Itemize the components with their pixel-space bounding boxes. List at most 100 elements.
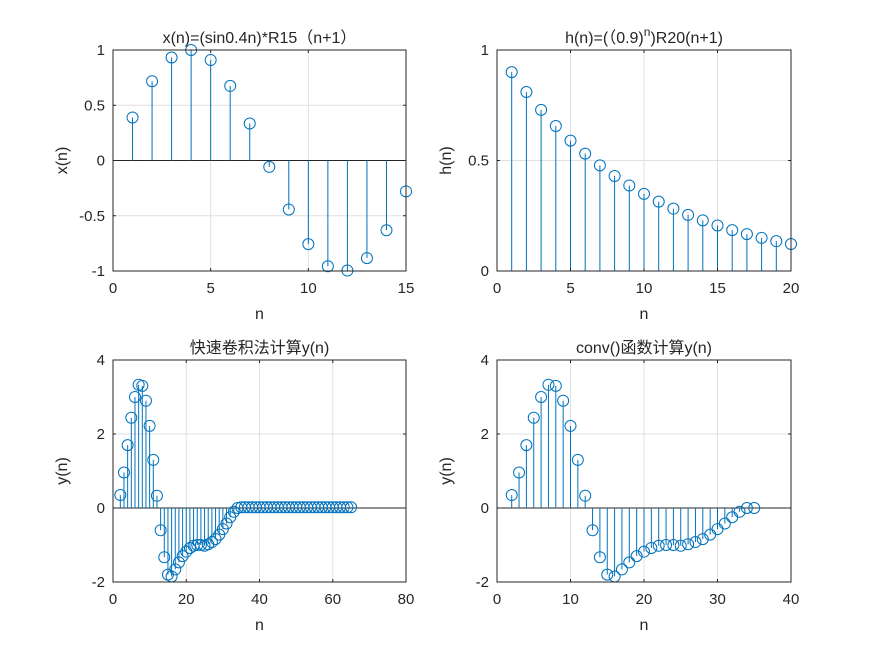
title-text: )R20(n+1)	[650, 30, 722, 47]
stem-marker	[321, 260, 334, 273]
x-tick-label: 80	[398, 591, 415, 608]
x-tick-label: 5	[206, 280, 214, 297]
stem-marker	[150, 489, 163, 502]
y-axis-label: h(n)	[438, 146, 455, 174]
stem-marker	[146, 75, 159, 88]
stem-marker	[667, 202, 680, 215]
title-text: 快速卷积法计算y(n)	[190, 338, 330, 357]
stem-marker	[205, 536, 218, 549]
y-tick-label: -2	[92, 574, 105, 591]
y-tick-label: 1	[97, 42, 105, 59]
subplot-tl: 0 5 10 15 -1 -0.5 0 0.5 1 n x(n) x(n)=(sin0.4n)*R15…	[54, 29, 414, 323]
stem-marker	[557, 394, 570, 407]
stem-marker	[158, 551, 171, 564]
title-text: conv()函数计算y(n)	[576, 338, 712, 357]
stem-marker	[674, 539, 687, 552]
x-axis-label: n	[255, 617, 264, 634]
y-tick-label: 0	[97, 500, 105, 517]
stem-marker	[520, 439, 533, 452]
stem-marker	[733, 505, 746, 518]
title-superscript: n	[644, 25, 651, 39]
y-tick-label: 0.5	[468, 153, 489, 170]
x-axis-label: n	[255, 306, 264, 323]
stem-marker	[345, 501, 358, 514]
stem-marker	[165, 51, 178, 64]
stem-marker	[121, 439, 134, 452]
stem-marker	[125, 411, 138, 424]
stem-marker	[139, 394, 152, 407]
stem-marker	[183, 541, 196, 554]
stem-marker	[243, 117, 256, 130]
stem-marker	[194, 539, 207, 551]
stem-marker	[172, 556, 185, 569]
stem-marker	[542, 378, 555, 391]
stem-marker	[204, 54, 217, 67]
stem-marker	[638, 545, 650, 558]
stem-marker	[696, 214, 709, 227]
x-tick-label: 60	[324, 591, 341, 608]
x-tick-label: 0	[109, 280, 117, 297]
stem-marker	[337, 501, 350, 514]
stem-marker	[755, 231, 768, 244]
y-axis-label: y(n)	[54, 457, 71, 485]
y-tick-label: 0	[481, 263, 489, 280]
stem-marker	[282, 203, 295, 216]
stem-marker	[126, 111, 139, 124]
stem-marker	[726, 224, 739, 237]
x-axis-label: n	[640, 617, 649, 634]
x-tick-label: 0	[493, 591, 501, 608]
stem-marker	[652, 195, 665, 208]
stem-marker	[579, 489, 592, 502]
stem-marker	[549, 120, 562, 133]
stem-marker	[505, 66, 518, 79]
stem-marker	[689, 536, 702, 549]
stem-marker	[711, 219, 724, 232]
stem-marker	[586, 524, 599, 537]
stem-marker	[302, 238, 315, 251]
stem-marker	[143, 419, 156, 432]
stem-marker	[147, 453, 160, 466]
stem-marker	[564, 134, 577, 147]
stem-marker	[593, 551, 606, 564]
chart-title: h(n)=(（0.9)n)R20(n+1)	[565, 25, 723, 47]
y-tick-label: 2	[481, 426, 489, 443]
stem-marker	[593, 159, 606, 172]
x-tick-label: 10	[300, 280, 317, 297]
stem-marker	[623, 179, 636, 192]
x-tick-label: 20	[783, 280, 800, 297]
stem-marker	[117, 466, 130, 479]
stem-marker	[630, 550, 643, 563]
stem-marker	[748, 502, 761, 514]
stem-marker	[263, 160, 276, 173]
y-tick-label: 1	[481, 42, 489, 59]
stem-marker	[128, 391, 141, 403]
chart-title: 快速卷积法计算y(n)	[190, 338, 330, 357]
y-tick-label: 4	[97, 352, 105, 369]
stem-marker	[660, 539, 673, 551]
stem-marker	[535, 391, 548, 403]
x-tick-label: 0	[109, 591, 117, 608]
stem-marker	[652, 539, 665, 552]
chart-title: conv()函数计算y(n)	[576, 338, 712, 357]
stem-marker	[645, 541, 658, 554]
x-tick-label: 0	[493, 280, 501, 297]
y-tick-label: 0.5	[84, 97, 105, 114]
stem-marker	[513, 466, 526, 479]
stem-marker	[169, 563, 182, 576]
stem-marker	[549, 379, 562, 392]
stem-marker	[220, 517, 233, 530]
y-axis-label: x(n)	[54, 147, 71, 175]
x-tick-label: 10	[562, 591, 579, 608]
y-tick-label: -2	[476, 574, 489, 591]
stem-marker	[740, 228, 753, 241]
x-tick-label: 40	[251, 591, 268, 608]
y-tick-label: 0	[481, 500, 489, 517]
stem-marker	[114, 489, 127, 502]
stem-marker	[696, 533, 709, 546]
stem-marker	[380, 224, 393, 237]
stem-marker	[571, 453, 584, 466]
stem-marker	[360, 252, 373, 265]
stem-marker	[740, 502, 753, 514]
